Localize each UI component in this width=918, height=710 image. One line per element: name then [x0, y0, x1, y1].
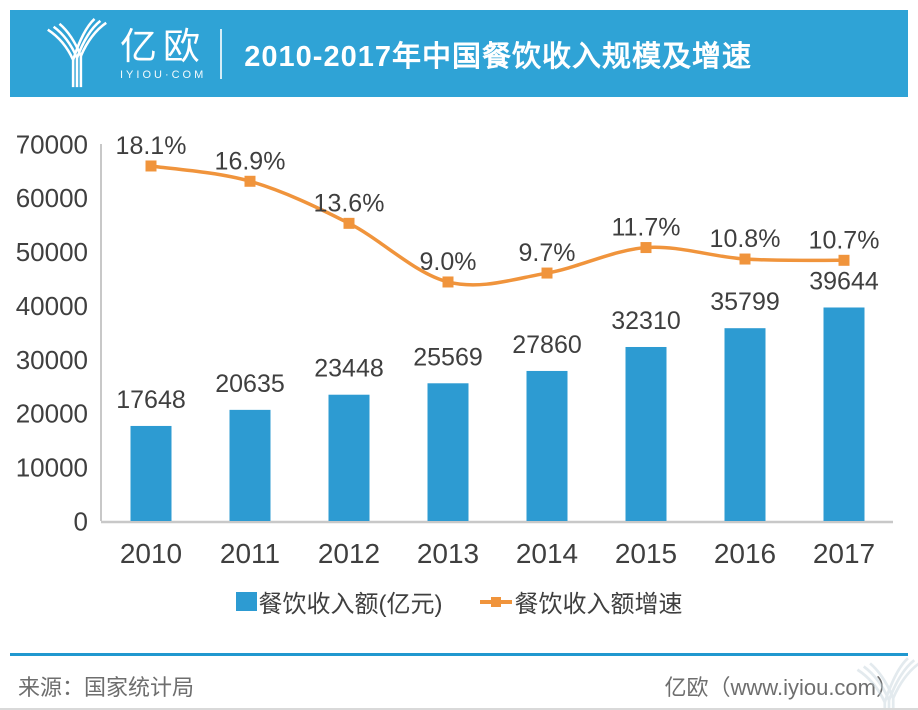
- growth-value-label: 13.6%: [314, 189, 385, 217]
- bar-2013: [427, 383, 469, 521]
- bar-value-label: 35799: [710, 288, 780, 316]
- bar-value-label: 25569: [413, 343, 483, 371]
- x-tick-label: 2017: [813, 538, 875, 569]
- bar-2015: [625, 346, 667, 521]
- bar-value-label: 39644: [809, 267, 879, 295]
- growth-value-label: 18.1%: [116, 132, 187, 160]
- x-tick-label: 2014: [516, 538, 578, 569]
- legend-label-revenue: 餐饮收入额(亿元): [258, 591, 443, 618]
- x-tick-label: 2016: [714, 538, 776, 569]
- brand-logo-text: 亿欧 IYIOU·COM: [120, 25, 207, 81]
- y-tick-label: 30000: [16, 345, 88, 375]
- bar-series-swatch-icon: [235, 592, 257, 611]
- iyiou-logo-icon: [47, 17, 107, 87]
- data-source-text: 来源：国家统计局: [18, 675, 195, 700]
- revenue-growth-chart: 0 10000 20000 30000 40000 50000 60000 70000 1764…: [16, 129, 893, 569]
- line-marker: [442, 276, 454, 288]
- watermark-logo-icon: [856, 657, 918, 708]
- page-title: 2010-2017年中国餐饮收入规模及增速: [244, 40, 752, 73]
- line-marker: [145, 160, 157, 172]
- growth-value-label: 9.0%: [420, 248, 477, 276]
- legend-item-growth: 餐饮收入额增速: [480, 584, 682, 619]
- bar-value-label: 27860: [512, 331, 582, 359]
- growth-value-label: 11.7%: [611, 214, 680, 242]
- bar-2016: [724, 328, 766, 521]
- line-marker: [640, 242, 652, 254]
- x-tick-label: 2012: [318, 538, 380, 569]
- growth-line: [150, 164, 845, 287]
- bar-value-label: 23448: [314, 355, 384, 383]
- bar-2010: [130, 425, 172, 521]
- x-tick-label: 2015: [615, 538, 677, 569]
- line-series-swatch-icon: [480, 592, 513, 611]
- line-marker: [244, 175, 256, 187]
- growth-value-label: 10.8%: [710, 225, 781, 253]
- line-marker: [838, 254, 850, 266]
- y-tick-label: 70000: [16, 129, 88, 159]
- bar-value-label: 32310: [611, 307, 681, 335]
- bar-2017: [823, 307, 865, 521]
- banner-divider: [220, 28, 223, 79]
- bar-2011: [229, 409, 271, 521]
- y-tick-label: 60000: [16, 183, 88, 213]
- brand-logo: 亿欧 IYIOU·COM: [38, 17, 206, 91]
- y-tick-label: 50000: [16, 237, 88, 267]
- header-banner: 亿欧 IYIOU·COM 2010-2017年中国餐饮收入规模及增速: [10, 10, 908, 97]
- y-tick-label: 10000: [16, 453, 88, 483]
- bar-2012: [328, 394, 370, 521]
- line-marker: [541, 267, 553, 279]
- growth-value-label: 16.9%: [215, 147, 286, 175]
- y-tick-label: 20000: [16, 399, 88, 429]
- x-tick-label: 2013: [417, 538, 479, 569]
- x-tick-label: 2010: [120, 538, 182, 569]
- bar-value-label: 20635: [215, 370, 285, 398]
- legend-item-revenue: 餐饮收入额(亿元): [235, 584, 443, 619]
- brand-credit-text: 亿欧（www.iyiou.com）: [664, 675, 898, 700]
- chart-legend: 餐饮收入额(亿元) 餐饮收入额增速: [0, 584, 918, 619]
- x-tick-label: 2011: [220, 538, 280, 569]
- line-marker: [343, 217, 355, 229]
- logo-domain: IYIOU·COM: [120, 68, 207, 81]
- legend-label-growth: 餐饮收入额增速: [514, 591, 683, 618]
- growth-value-label: 10.7%: [809, 226, 880, 254]
- bar-2014: [526, 370, 568, 521]
- y-tick-label: 0: [74, 506, 88, 536]
- logo-name: 亿欧: [120, 25, 206, 67]
- footer-divider-line: [10, 653, 908, 656]
- growth-value-label: 9.7%: [519, 239, 576, 267]
- line-marker: [739, 253, 751, 265]
- y-tick-label: 40000: [16, 291, 88, 321]
- bar-value-label: 17648: [116, 386, 186, 414]
